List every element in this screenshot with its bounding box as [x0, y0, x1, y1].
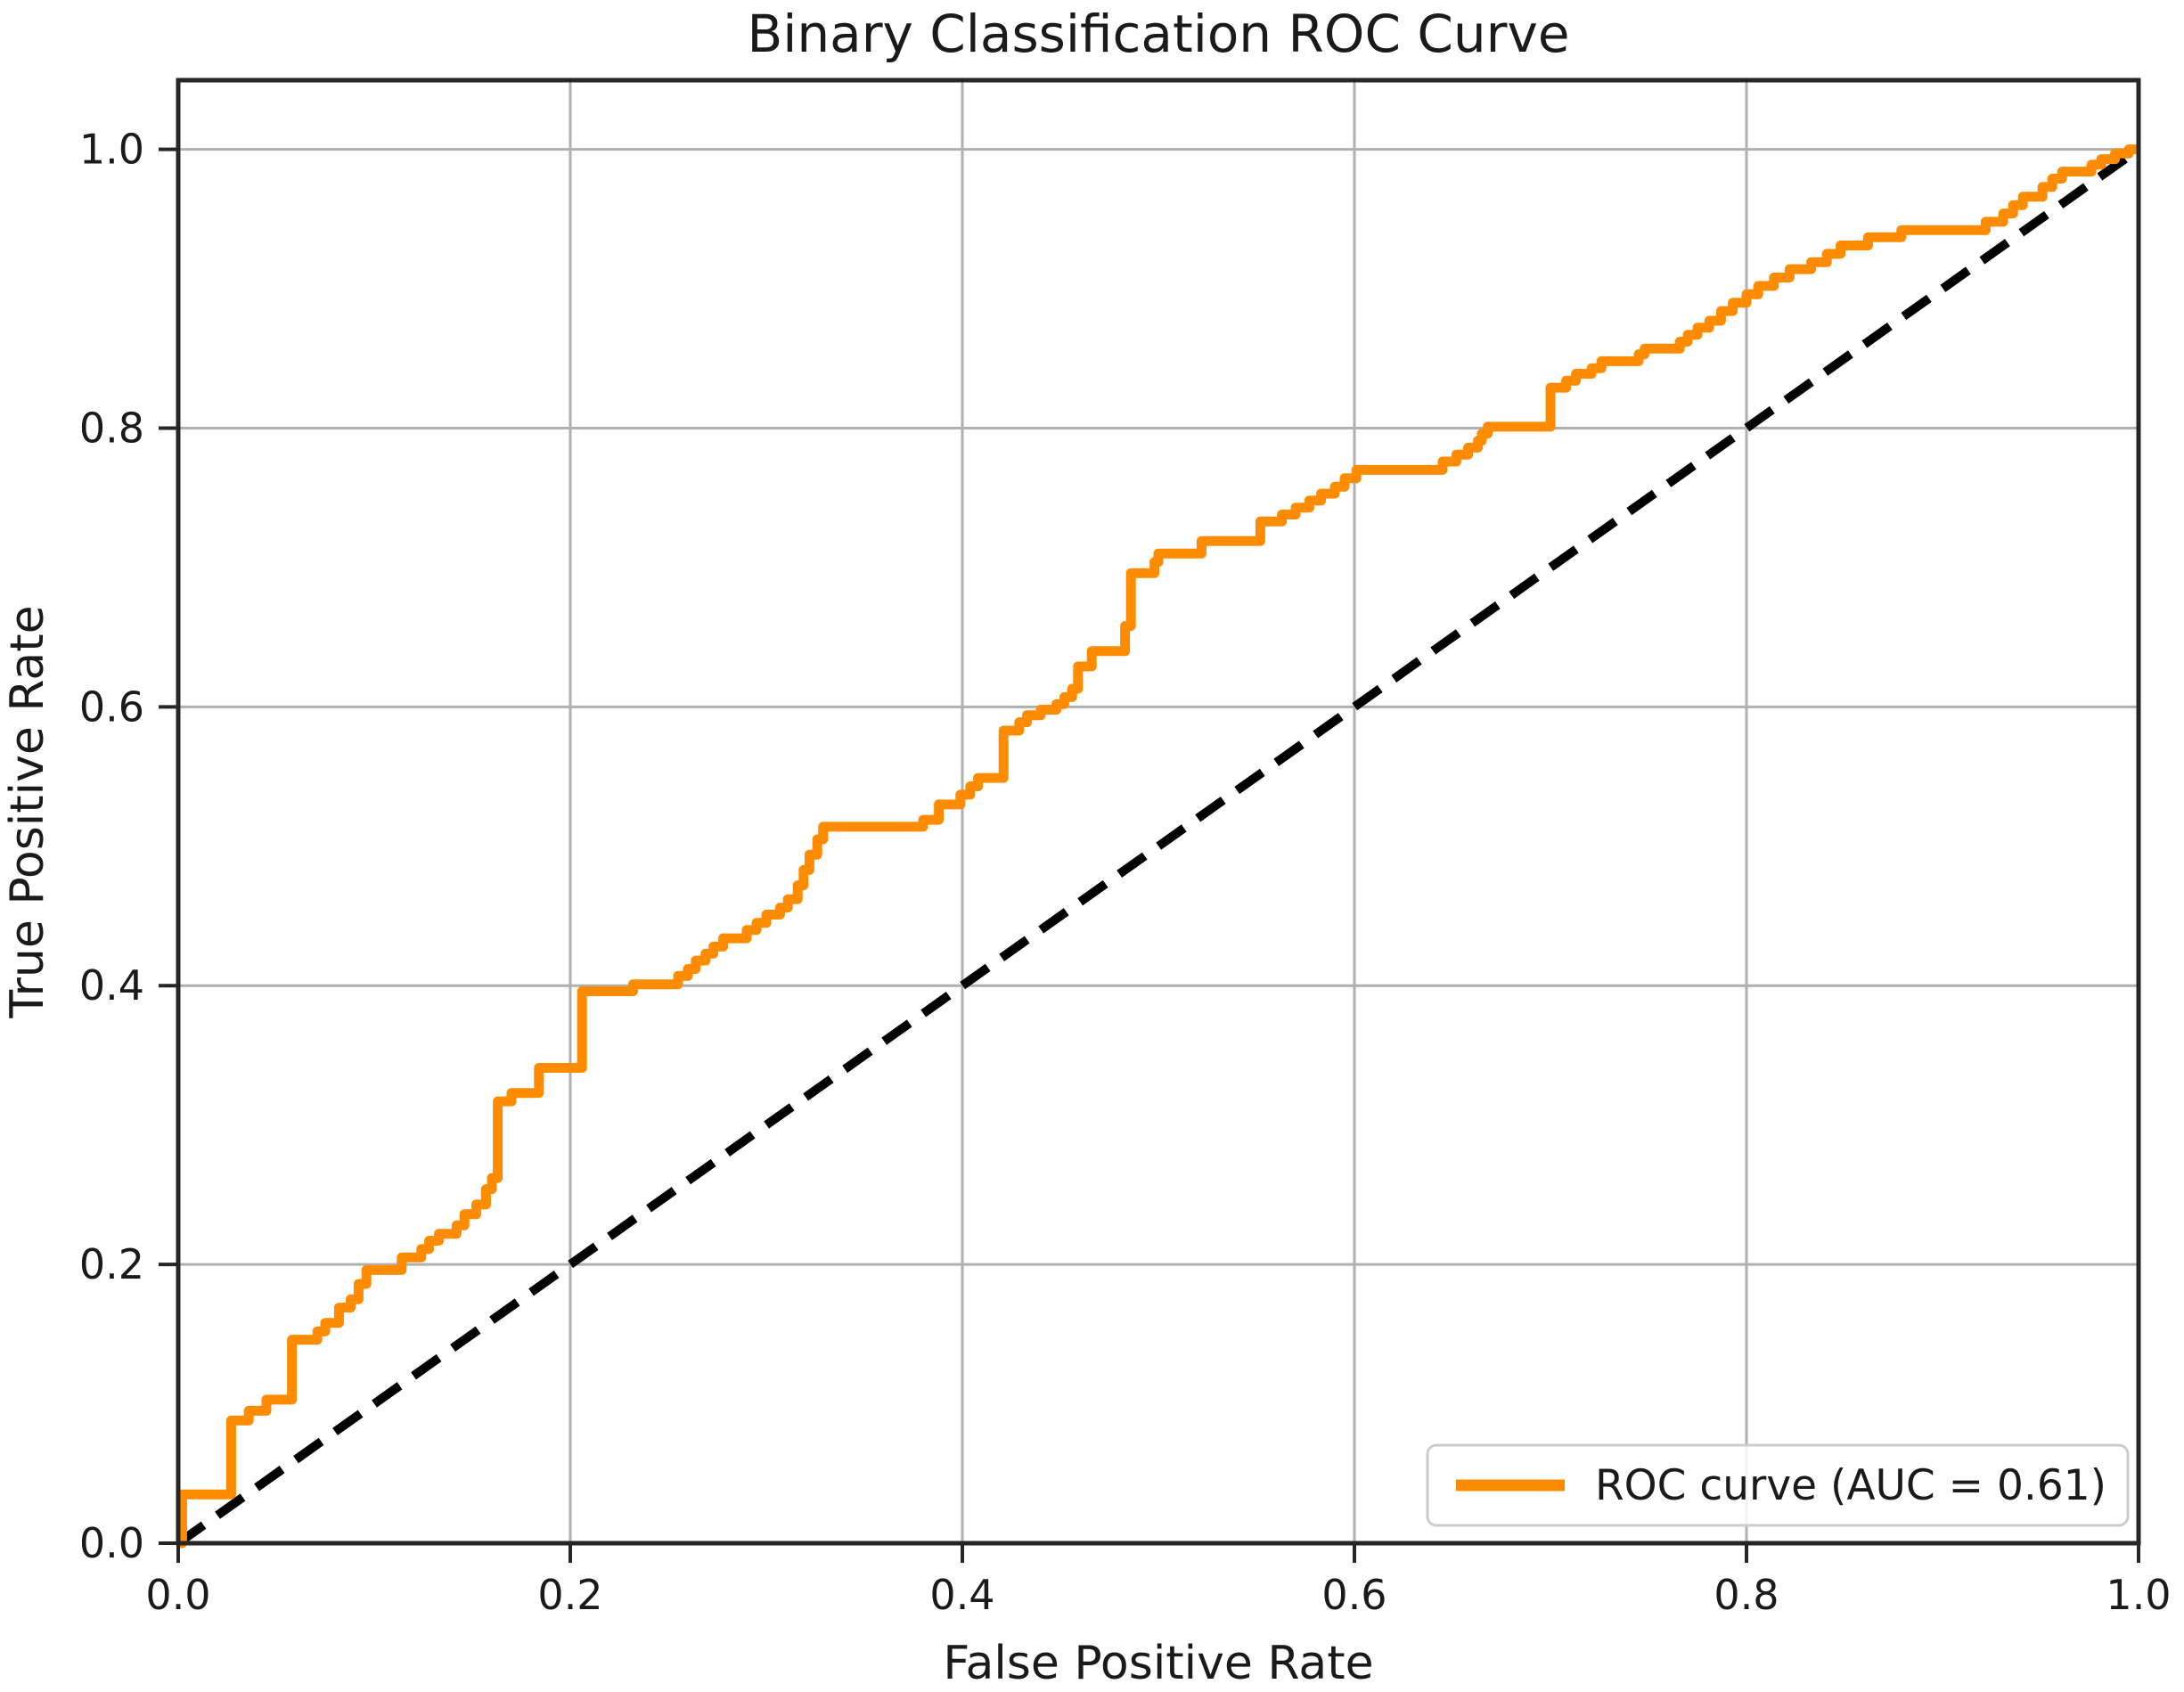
y-tick-label: 0.2 [79, 1240, 144, 1288]
x-tick-label: 0.6 [1321, 1571, 1386, 1619]
y-tick-label: 0.6 [79, 683, 144, 731]
chart-title: Binary Classification ROC Curve [747, 4, 1569, 64]
x-tick-label: 0.4 [929, 1571, 994, 1619]
tick-labels: 0.0 0.2 0.4 0.6 0.8 1.0 0.0 0.2 0.4 0.6 0.8 1.0 [79, 126, 2172, 1619]
roc-curve-legend-label: ROC curve (AUC = 0.61) [1595, 1461, 2106, 1510]
x-tick-label: 1.0 [2106, 1571, 2171, 1619]
x-tick-label: 0.0 [145, 1571, 210, 1619]
y-tick-label: 1.0 [79, 126, 144, 174]
y-tick-label: 0.4 [79, 961, 144, 1009]
chance-diagonal-line [176, 145, 2141, 1548]
grid-lines [178, 80, 2139, 1543]
y-axis-label: True Positive Rate [1, 605, 54, 1018]
axis-ticks [159, 147, 2140, 1563]
x-tick-label: 0.2 [537, 1571, 602, 1619]
roc-curve-line [176, 144, 2139, 1549]
y-tick-label: 0.8 [79, 404, 144, 452]
legend: ROC curve (AUC = 0.61) [1426, 1443, 2130, 1527]
y-tick-label: 0.0 [79, 1519, 144, 1567]
legend-box [1426, 1443, 2130, 1527]
x-tick-label: 0.8 [1714, 1571, 1779, 1619]
plot-border [176, 78, 2141, 1546]
x-axis-label: False Positive Rate [943, 1637, 1373, 1690]
